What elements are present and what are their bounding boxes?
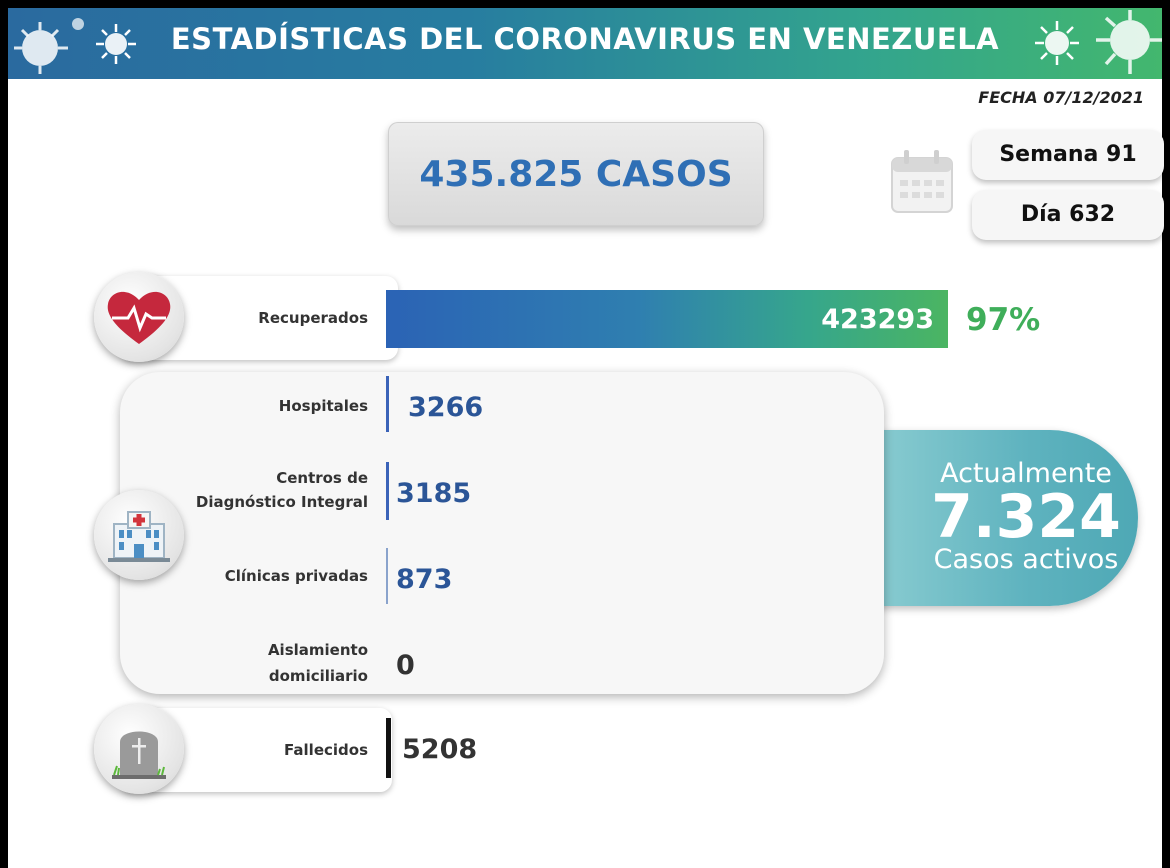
tombstone-icon [112,731,166,779]
active-cases-value: 7.324 [931,482,1121,552]
recovered-percent: 97% [966,302,1041,338]
deaths-value: 5208 [402,734,478,765]
virus-icon [1035,21,1079,65]
hospital-icon [108,511,170,562]
cdi-value: 3185 [396,478,472,509]
recovered-label: Recuperados [258,309,368,327]
home-isolation-label-line1: Aislamiento [267,641,368,659]
active-cases-caption: Casos activos [933,544,1119,575]
recovered-bar: 423293 [386,290,948,348]
active-breakdown-panel [120,372,884,694]
recovered-icon-circle [94,272,184,362]
total-cases: 435.825 CASOS [419,154,733,195]
cdi-marker [386,462,389,520]
page-title: ESTADÍSTICAS DEL CORONAVIRUS EN VENEZUEL… [170,22,1000,56]
hospitals-label: Hospitales [278,397,368,415]
total-cases-box: 435.825 CASOS [388,122,764,226]
virus-icon [96,24,136,64]
deaths-icon-circle [94,704,184,794]
home-isolation-label-line2: domiciliario [268,667,368,685]
week-badge: Semana 91 [972,130,1164,180]
hospitals-value: 3266 [408,392,484,423]
private-clinics-marker [386,548,388,604]
virus-icon [1096,10,1162,74]
day-badge: Día 632 [972,190,1164,240]
hospitals-marker [386,376,389,432]
deaths-label: Fallecidos [284,741,368,759]
active-cases-heading: Actualmente [940,458,1112,489]
virus-icon [14,18,84,74]
hospital-icon-circle [94,490,184,580]
header-banner: ESTADÍSTICAS DEL CORONAVIRUS EN VENEZUEL… [8,8,1162,79]
active-cases-card: Actualmente 7.324 Casos activos [854,430,1138,606]
calendar-icon [891,150,953,213]
private-clinics-label: Clínicas privadas [224,567,368,585]
report-date: FECHA 07/12/2021 [978,88,1144,107]
cdi-label-line2: Diagnóstico Integral [195,493,368,511]
recovered-value: 423293 [821,304,934,335]
heart-icon [107,291,171,344]
deaths-marker [386,718,391,778]
home-isolation-value: 0 [396,650,415,681]
infographic: ESTADÍSTICAS DEL CORONAVIRUS EN VENEZUEL… [8,8,1164,868]
private-clinics-value: 873 [396,564,453,595]
cdi-label-line1: Centros de [276,469,368,487]
